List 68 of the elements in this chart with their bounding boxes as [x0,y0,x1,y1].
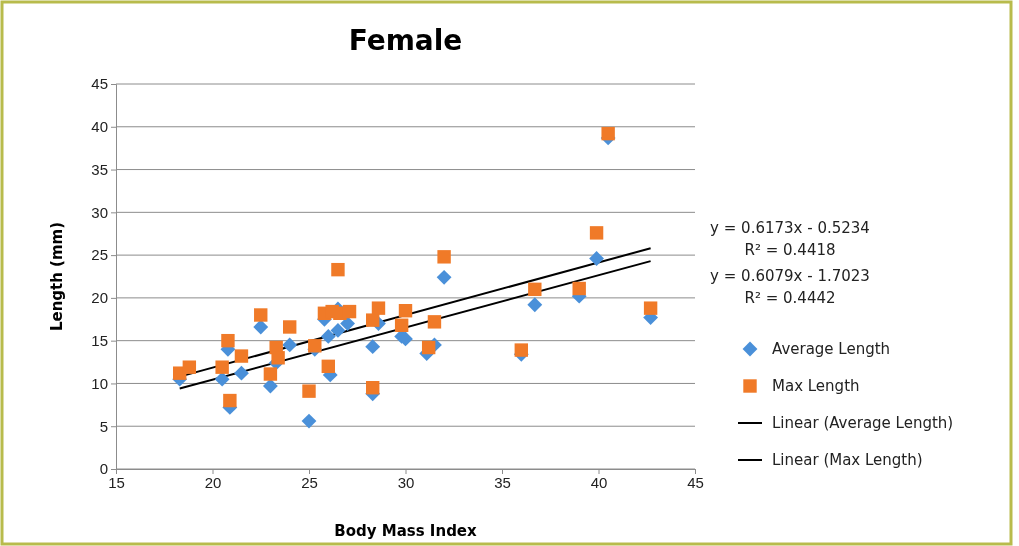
x-tick-label: 40 [590,473,608,491]
x-tick-label: 25 [301,473,318,491]
y-tick-label: 35 [91,160,108,178]
point [320,328,336,344]
point [182,360,197,374]
point [215,360,229,374]
point [527,297,543,313]
point [262,378,278,394]
legend-label: Average Length [772,340,891,358]
point [282,320,297,334]
point [589,251,604,266]
point [253,319,269,335]
point [302,384,316,398]
y-tick-label: 10 [91,374,108,392]
legend-label: Linear (Average Length) [772,414,954,432]
point [528,282,542,297]
y-tick-label: 30 [91,203,108,221]
point [394,318,409,332]
point [342,304,357,319]
point [514,343,529,357]
point [340,316,356,331]
point [572,281,586,296]
point [436,269,452,285]
y-tick-label: 45 [91,75,108,93]
x-tick-label: 20 [204,473,222,491]
point [263,367,278,381]
point [365,339,381,355]
point [643,301,658,315]
point [321,359,336,374]
point [371,301,386,315]
point [437,250,451,264]
y-tick-label: 5 [99,417,108,435]
y-tick-label: 25 [91,246,108,264]
point [223,393,237,408]
legend-label: Max Length [772,377,860,395]
point [301,413,317,429]
x-axis-title: Body Mass Index [334,522,478,540]
point [331,262,345,277]
legend-label: Linear (Max Length) [772,451,923,469]
point [271,351,285,365]
point [365,313,380,327]
y-tick-label: 0 [99,460,108,478]
point [308,339,322,353]
point [427,315,442,329]
point [221,333,235,348]
point [398,304,413,318]
text: R² = 0.4418 [744,241,836,259]
point [365,381,380,395]
text: R² = 0.4442 [744,289,836,307]
x-tick-label: 45 [687,473,704,491]
y-axis-title: Length (mm) [48,221,66,332]
point [282,337,298,353]
text: y = 0.6173x - 0.5234 [710,219,870,237]
text: y = 0.6079x - 1.7023 [710,267,870,285]
x-tick-label: 35 [494,473,511,491]
point [234,349,249,363]
point [214,371,230,387]
chart-title: Female [348,24,463,57]
x-tick-label: 30 [397,473,415,491]
point [254,308,268,322]
point [234,365,249,381]
point [330,322,346,338]
point [601,126,615,141]
y-tick-label: 15 [91,331,108,349]
y-tick-label: 40 [91,118,108,136]
y-tick-label: 20 [91,289,108,307]
point [421,340,436,355]
point [589,226,604,240]
